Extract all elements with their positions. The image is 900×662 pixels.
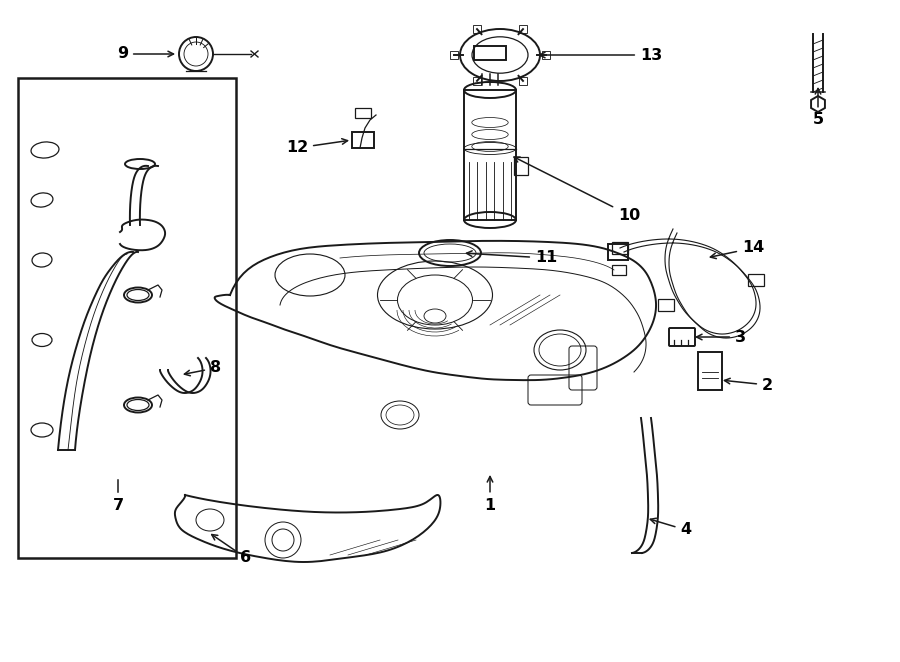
Bar [18, 78, 236, 558]
Text: 9: 9 [117, 46, 174, 62]
Bar [608, 244, 628, 260]
Bar [612, 242, 628, 254]
Text: 12: 12 [286, 139, 347, 156]
Bar [355, 108, 371, 118]
Bar [464, 90, 516, 220]
Bar [542, 51, 550, 59]
Text: 4: 4 [651, 518, 691, 538]
Text: 3: 3 [697, 330, 746, 344]
Bar [352, 132, 374, 148]
Text: 2: 2 [724, 377, 773, 393]
Text: 5: 5 [813, 89, 824, 128]
Bar [474, 46, 506, 60]
Text: 1: 1 [484, 477, 496, 512]
Bar [519, 25, 527, 33]
Bar [473, 25, 481, 33]
Bar [698, 352, 722, 390]
Text: 6: 6 [212, 534, 252, 565]
Bar [514, 156, 528, 175]
Text: 8: 8 [184, 361, 221, 376]
Bar [748, 274, 764, 286]
Text: 7: 7 [112, 498, 123, 512]
Bar [612, 265, 626, 275]
Bar [519, 77, 527, 85]
Bar [450, 51, 458, 59]
Bar [473, 77, 481, 85]
Text: 10: 10 [514, 157, 640, 222]
Bar [658, 299, 674, 311]
Text: 14: 14 [710, 240, 764, 259]
Text: 13: 13 [539, 48, 662, 62]
Text: 11: 11 [466, 250, 557, 265]
